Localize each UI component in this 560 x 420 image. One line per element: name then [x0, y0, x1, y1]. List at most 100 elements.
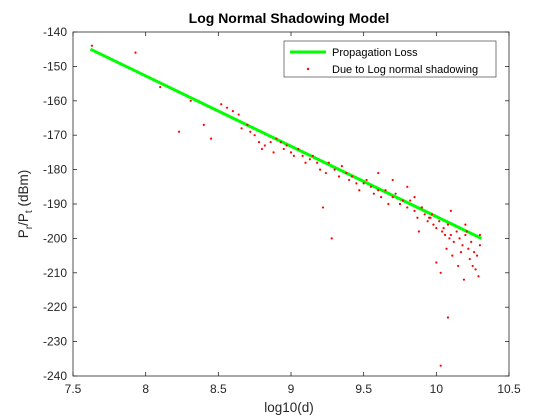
shadowing-point [477, 275, 480, 278]
shadowing-point [473, 251, 476, 254]
shadowing-point [446, 316, 450, 319]
shadowing-point [471, 264, 474, 268]
y-tick-label: -200 [43, 231, 67, 245]
plot-area [73, 32, 509, 376]
shadowing-point [333, 168, 336, 171]
shadowing-point [441, 230, 444, 233]
shadowing-point [435, 226, 438, 230]
y-tick-label: -180 [43, 163, 67, 177]
axes-box [72, 31, 510, 377]
shadowing-point [337, 175, 341, 178]
shadowing-point [272, 151, 275, 154]
shadowing-point [253, 134, 256, 137]
y-tick-label: -210 [43, 266, 67, 280]
legend-entry-propagation-loss: Propagation Loss [332, 47, 418, 59]
y-tick-label: -160 [43, 94, 67, 108]
legend: Propagation Loss Due to Log normal shado… [283, 40, 497, 78]
shadowing-point [435, 261, 438, 264]
shadowing-point [409, 199, 412, 202]
shadowing-point [263, 144, 266, 147]
propagation-loss-line [89, 47, 483, 240]
shadowing-point [350, 175, 354, 178]
shadowing-point [246, 123, 249, 126]
data-layer [89, 44, 483, 367]
shadowing-point [348, 178, 351, 182]
shadowing-point [377, 189, 380, 192]
x-tick-label: 8 [142, 382, 149, 396]
y-axis-label: Pr/Pt (dBm) [16, 170, 35, 238]
shadowing-point [426, 220, 429, 223]
shadowing-point [406, 206, 409, 209]
shadowing-point [220, 103, 223, 106]
shadowing-point [398, 202, 402, 206]
y-label-slash: /P [16, 213, 31, 226]
shadowing-point [365, 178, 368, 182]
shadowing-point [406, 185, 409, 188]
shadowing-point [369, 185, 373, 188]
shadowing-point [189, 99, 192, 102]
shadowing-point [401, 199, 405, 202]
shadowing-point [134, 51, 137, 54]
shadowing-point [478, 233, 482, 237]
shadowing-point [417, 230, 420, 233]
shadowing-point [358, 189, 361, 192]
shadowing-point [464, 233, 467, 237]
shadowing-point [387, 202, 390, 206]
legend-marker-swatch [306, 67, 310, 71]
shadowing-point [458, 237, 461, 240]
shadowing-point [478, 244, 482, 247]
shadowing-point [420, 206, 423, 209]
shadowing-point [340, 165, 343, 168]
shadowing-point [432, 223, 435, 226]
shadowing-point [316, 161, 319, 164]
shadowing-point [427, 216, 431, 219]
y-tick-label: -150 [43, 59, 67, 73]
shadowing-point [391, 196, 394, 199]
x-tick-label: 8.5 [210, 382, 227, 396]
shadowing-point [177, 130, 181, 133]
x-axis-label: log10(d) [264, 400, 314, 415]
y-tick-label: -170 [43, 128, 67, 142]
shadowing-point [292, 154, 296, 157]
shadowing-point [464, 223, 467, 226]
shadowing-point [249, 130, 252, 133]
shadowing-point [467, 247, 470, 250]
y-label-unit: (dBm) [16, 170, 31, 211]
y-label-sub-r: r [24, 225, 35, 229]
shadowing-point [451, 254, 454, 257]
shadowing-point [225, 106, 229, 109]
shadowing-point [275, 137, 278, 140]
shadowing-point [455, 230, 458, 233]
x-tick-label: 10 [430, 382, 444, 396]
shadowing-point [416, 216, 419, 219]
shadowing-point [321, 206, 325, 209]
shadowing-point [308, 158, 311, 161]
shadowing-point [465, 230, 468, 233]
axes-background [73, 32, 509, 376]
shadowing-point [269, 140, 272, 144]
shadowing-point [449, 209, 452, 212]
shadowing-point [202, 123, 205, 126]
shadowing-point [439, 364, 442, 367]
shadowing-point [438, 220, 441, 223]
shadowing-point [449, 233, 452, 237]
shadowing-point [289, 151, 293, 154]
shadowing-point [311, 154, 314, 157]
x-tick-label: 9.5 [355, 382, 372, 396]
shadowing-point [443, 233, 447, 237]
shadowing-point [423, 213, 426, 216]
shadowing-point [327, 161, 330, 164]
shadowing-point [318, 168, 322, 171]
x-tick-label: 9 [288, 382, 295, 396]
shadowing-point [384, 189, 387, 192]
shadowing-point [475, 254, 479, 257]
shadowing-point [452, 240, 455, 243]
shadowing-point [448, 237, 451, 240]
shadowing-point [362, 182, 365, 185]
shadowing-point [442, 226, 445, 230]
shadowing-point [301, 154, 304, 157]
shadowing-point [240, 127, 243, 130]
y-tick-label: -220 [43, 300, 67, 314]
y-label-sub-t: t [24, 210, 35, 213]
shadowing-point [285, 144, 288, 147]
